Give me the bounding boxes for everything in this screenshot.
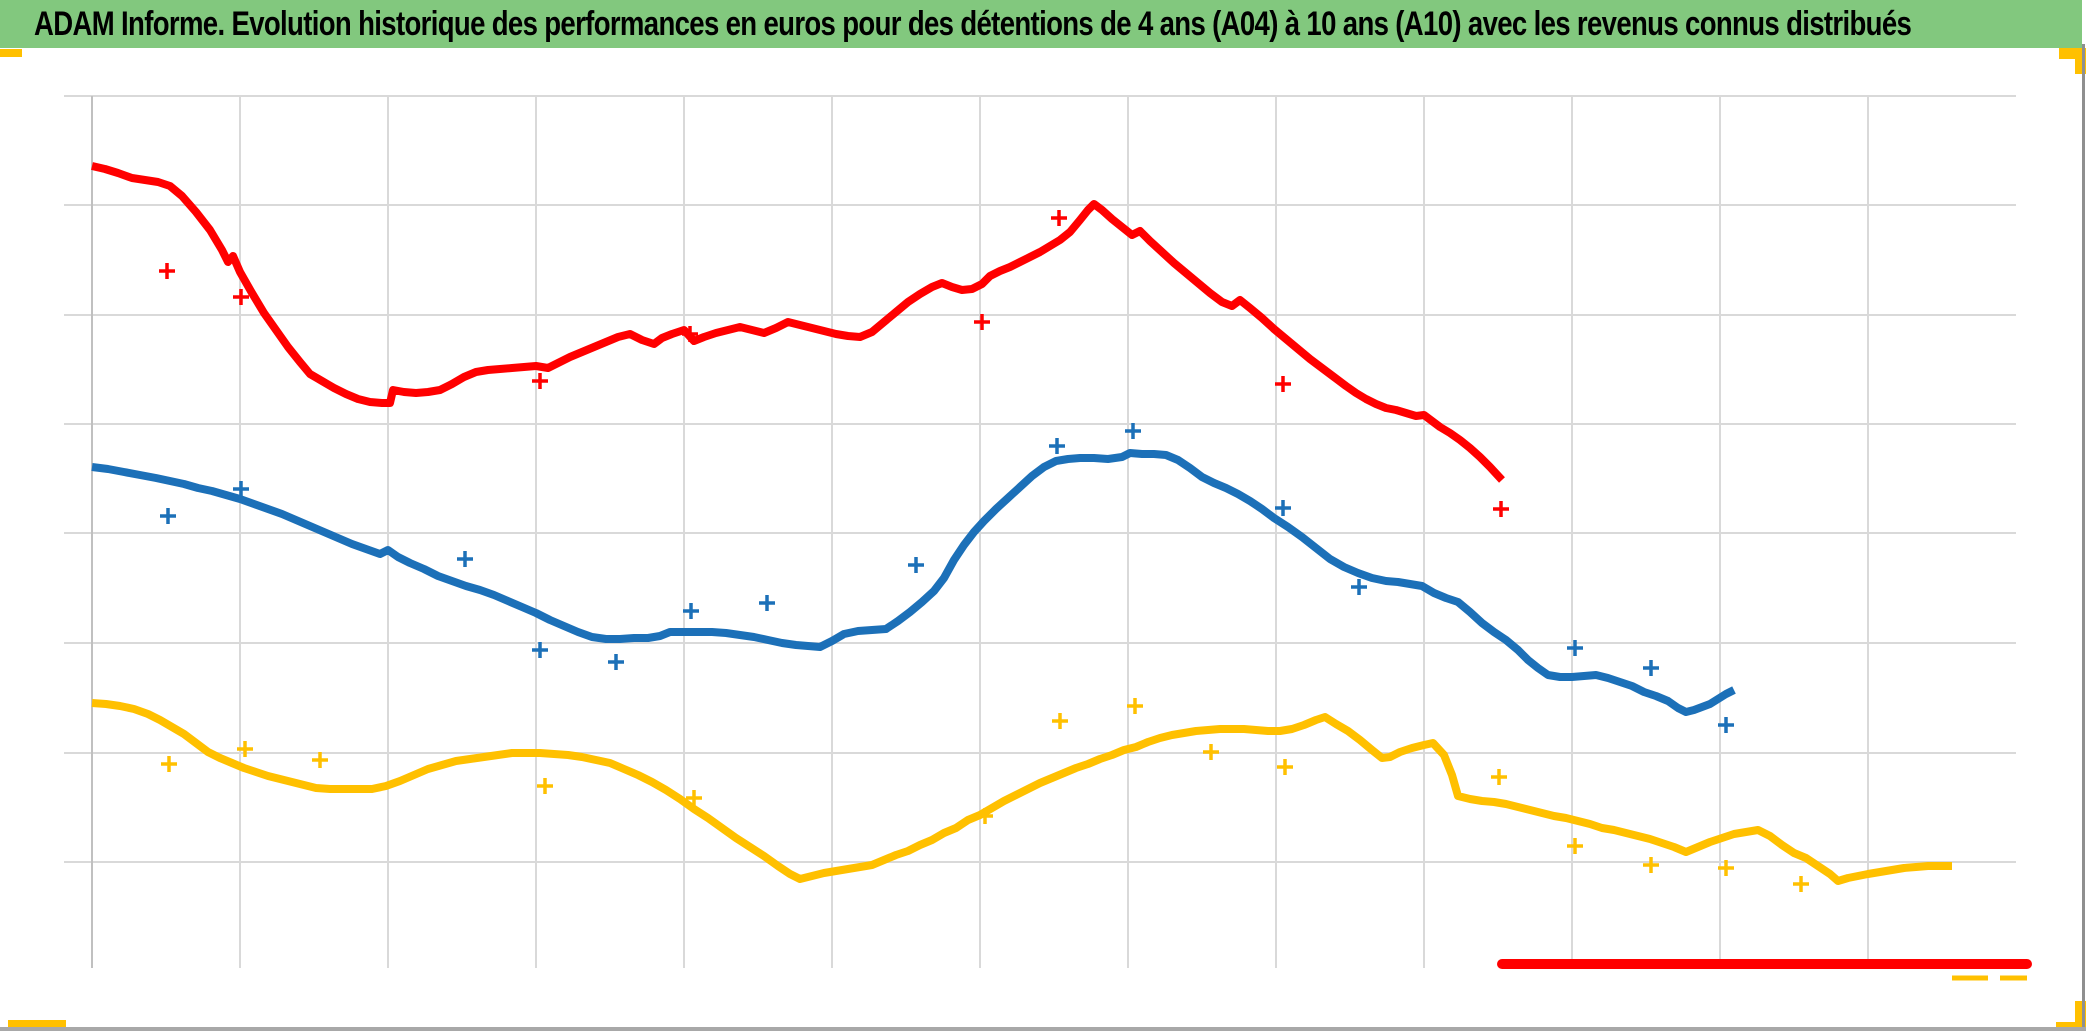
plus-marker-icon [1643,857,1659,873]
plus-marker-icon [1493,501,1509,517]
selection-handle-corner-icon [2059,48,2086,59]
selection-handle-top-left[interactable] [0,49,22,57]
plus-marker-icon [1125,423,1141,439]
selection-handle-corner-icon [2075,1001,2086,1027]
plus-marker-icon [1275,500,1291,516]
plus-marker-icon [1051,210,1067,226]
plus-marker-icon [608,654,624,670]
selection-handle-corner-icon [2056,1022,2086,1031]
plus-marker-icon [159,263,175,279]
plus-marker-icon [160,508,176,524]
plus-marker-icon [1203,744,1219,760]
chart-title-bar: ADAM Informe. Evolution historique des p… [0,0,2082,48]
series-blue-series[interactable] [91,423,1736,733]
series-yellow-series[interactable] [91,698,1952,892]
plus-marker-icon [237,741,253,757]
series-red-series[interactable] [91,162,1509,517]
plus-marker-icon [1052,713,1068,729]
plus-marker-icon [1567,838,1583,854]
plus-marker-icon [686,790,702,806]
selection-handle-corner-icon [2075,48,2086,74]
window-bottom-edge [0,1027,2086,1031]
window-right-edge [2082,44,2085,1031]
plus-marker-icon [161,756,177,772]
plus-marker-icon [1049,438,1065,454]
plus-marker-icon [1277,759,1293,775]
plus-marker-icon [1127,698,1143,714]
plus-marker-icon [1351,579,1367,595]
plus-marker-icon [1718,860,1734,876]
plus-marker-icon [1643,660,1659,676]
plus-marker-icon [1793,876,1809,892]
plus-marker-icon [312,752,328,768]
plus-marker-icon [1275,376,1291,392]
plus-marker-icon [532,642,548,658]
plus-marker-icon [759,595,775,611]
plus-marker-icon [1567,640,1583,656]
plus-marker-icon [977,808,993,824]
plus-marker-icon [683,603,699,619]
gridlines [64,95,2016,968]
selection-handle-bottom-left[interactable] [8,1020,66,1031]
plus-marker-icon [537,778,553,794]
plus-marker-icon [1491,769,1507,785]
plus-marker-icon [457,551,473,567]
bottom-strip-marks [1497,959,2032,981]
plus-marker-icon [974,314,990,330]
chart-title: ADAM Informe. Evolution historique des p… [34,5,1912,43]
plus-marker-icon [233,289,249,305]
plus-marker-icon [1718,717,1734,733]
plus-marker-icon [908,557,924,573]
plus-marker-icon [682,326,698,342]
plus-marker-icon [233,481,249,497]
plus-marker-icon [532,373,548,389]
